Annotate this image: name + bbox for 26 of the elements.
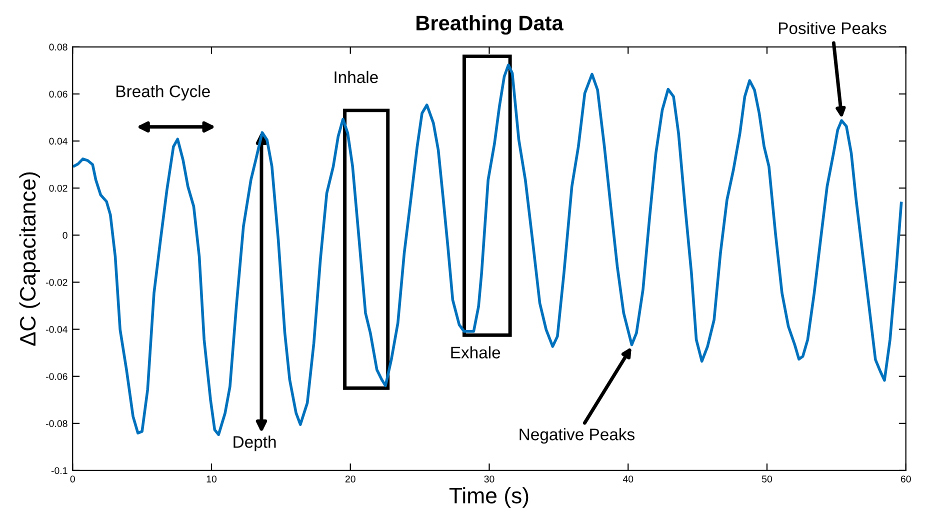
y-tick-label: 0.06 [49, 90, 68, 98]
x-tick-label: 60 [900, 476, 911, 482]
x-tick-label: 0 [70, 476, 75, 482]
y-tick-label: -0.02 [46, 278, 68, 286]
annotation: Negative Peaks [520, 428, 634, 444]
y-tick-label: -0.06 [46, 373, 68, 380]
chart-title: Breathing Data [416, 15, 564, 35]
x-tick-label: 40 [622, 476, 634, 482]
y-tick-label: 0.04 [49, 138, 68, 145]
y-axis-title: ΔC (Capacitance) [19, 172, 40, 346]
y-tick-label: -0.08 [46, 420, 68, 428]
annotation: Exhale [451, 346, 500, 358]
x-tick-label: 10 [206, 476, 217, 482]
y-tick-label: -0.04 [46, 326, 68, 333]
annotation: Depth [234, 436, 276, 452]
annotation: Positive Peaks [778, 22, 886, 34]
x-tick-label: 50 [762, 476, 772, 482]
annotation: Breath Cycle [116, 85, 210, 101]
annotation: Inhale [334, 70, 378, 84]
y-tick-label: 0.08 [49, 44, 68, 51]
y-tick-label: 0.02 [49, 184, 68, 192]
x-tick-label: 30 [484, 476, 494, 482]
y-tick-label: 0 [62, 232, 68, 239]
x-axis-title: Time (s) [449, 487, 528, 508]
x-tick-label: 20 [345, 476, 356, 482]
y-tick-label: -0.1 [51, 467, 68, 474]
